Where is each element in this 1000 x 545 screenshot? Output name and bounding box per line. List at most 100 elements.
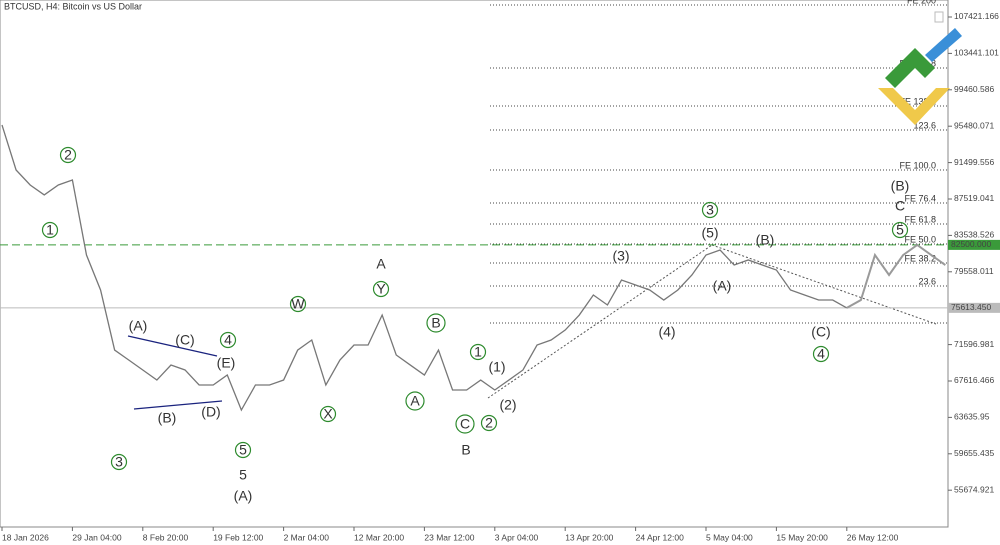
wave-circle <box>891 221 909 239</box>
wave-label: 1 <box>46 222 54 238</box>
wave-label: C <box>460 416 470 432</box>
fib-label: FE 61.8 <box>904 214 936 224</box>
x-tick-label: 5 May 04:00 <box>706 532 753 542</box>
price-box-label: 75613.450 <box>951 302 991 312</box>
wave-label: (A) <box>234 488 253 504</box>
wave-label: 2 <box>64 147 72 163</box>
wave-label: 5 <box>239 467 247 483</box>
trend-line <box>711 244 937 325</box>
y-tick-label: 59655.435 <box>954 448 994 458</box>
fib-label: FE 138.2 <box>899 96 936 106</box>
wave-label: 2 <box>485 415 493 431</box>
wave-label: C <box>895 198 905 214</box>
fib-label: FE 76.4 <box>904 193 936 203</box>
wave-circle <box>701 201 719 219</box>
chart-title: BTCUSD, H4: Bitcoin vs US Dollar <box>4 1 142 11</box>
wave-label: 3 <box>706 202 714 218</box>
wave-label: B <box>461 442 470 458</box>
x-tick-label: 29 Jan 04:00 <box>72 532 121 542</box>
y-tick-label: 99460.586 <box>954 84 994 94</box>
x-tick-label: 3 Apr 04:00 <box>495 532 539 542</box>
fib-label: FE 50.0 <box>904 234 936 244</box>
x-tick-label: 2 Mar 04:00 <box>284 532 330 542</box>
wave-label: 1 <box>474 344 482 360</box>
price-box <box>948 239 1000 250</box>
fib-label: FE 38.2 <box>904 253 936 263</box>
price-box-label: 82500.000 <box>951 239 991 249</box>
wave-label: (B) <box>891 178 910 194</box>
wave-label: A <box>410 393 420 409</box>
y-tick-label: 91499.556 <box>954 157 994 167</box>
wave-label: A <box>376 256 386 272</box>
wave-circle <box>372 280 390 298</box>
price-box <box>948 302 1000 313</box>
y-tick-label: 95480.071 <box>954 120 994 130</box>
wave-label: (C) <box>811 324 830 340</box>
x-tick-label: 18 Jan 2026 <box>2 532 49 542</box>
wave-circle <box>110 453 128 471</box>
wave-circle <box>405 391 425 411</box>
wave-label: (B) <box>158 410 177 426</box>
x-tick-label: 8 Feb 20:00 <box>143 532 189 542</box>
wave-label: (2) <box>499 397 516 413</box>
wave-label: 4 <box>817 346 825 362</box>
y-tick-label: 55674.921 <box>954 484 994 494</box>
wave-label: (C) <box>175 332 194 348</box>
wave-label: (B) <box>756 232 775 248</box>
wave-label: (1) <box>488 359 505 375</box>
x-tick-label: 19 Feb 12:00 <box>213 532 263 542</box>
x-tick-label: 15 May 20:00 <box>776 532 828 542</box>
fib-label: FE 200 <box>907 0 936 5</box>
wave-circle <box>455 414 475 434</box>
fib-label: FE 100.0 <box>899 160 936 170</box>
price-line-series <box>846 243 946 309</box>
triangle-line <box>127 335 218 357</box>
x-tick-label: 23 Mar 12:00 <box>424 532 474 542</box>
wave-label: (4) <box>658 324 675 340</box>
wave-circle <box>426 313 446 333</box>
trend-line <box>487 244 713 399</box>
wave-circle <box>219 331 237 349</box>
x-tick-label: 12 Mar 20:00 <box>354 532 404 542</box>
wave-label: 4 <box>224 332 232 348</box>
logo <box>878 28 962 125</box>
price-line-series <box>1 124 848 412</box>
wave-label: 5 <box>896 222 904 238</box>
y-tick-label: 63635.95 <box>954 412 990 422</box>
wave-label: 5 <box>239 442 247 458</box>
wave-label: (A) <box>713 278 732 294</box>
scroll-button[interactable] <box>934 11 944 23</box>
wave-label: (D) <box>201 404 220 420</box>
y-tick-label: 67616.466 <box>954 375 994 385</box>
wave-label: (A) <box>129 318 148 334</box>
wave-label: (E) <box>217 355 236 371</box>
y-tick-label: 79558.011 <box>954 266 994 276</box>
wave-circle <box>469 343 487 361</box>
wave-circle <box>59 146 77 164</box>
fib-label: 123.6 <box>913 120 936 130</box>
x-tick-label: 26 May 12:00 <box>847 532 899 542</box>
x-tick-label: 24 Apr 12:00 <box>636 532 684 542</box>
wave-circle <box>41 221 59 239</box>
y-tick-label: 107421.166 <box>954 11 999 21</box>
triangle-line <box>133 400 223 410</box>
wave-label: Y <box>376 281 386 297</box>
y-tick-label: 83538.526 <box>954 230 994 240</box>
wave-circle <box>480 414 498 432</box>
y-tick-label: 103441.101 <box>954 48 999 58</box>
wave-circle <box>319 405 337 423</box>
wave-label: (5) <box>701 225 718 241</box>
wave-label: B <box>431 315 440 331</box>
wave-label: 3 <box>115 454 123 470</box>
wave-circle <box>289 295 307 313</box>
wave-label: (3) <box>612 248 629 264</box>
y-tick-label: 71596.981 <box>954 339 994 349</box>
wave-circle <box>812 345 830 363</box>
y-tick-label: 87519.041 <box>954 193 994 203</box>
wave-label: W <box>291 296 305 312</box>
wave-circle <box>234 441 252 459</box>
fib-label: 23.6 <box>918 276 936 286</box>
wave-label: X <box>323 406 333 422</box>
x-tick-label: 13 Apr 20:00 <box>565 532 613 542</box>
